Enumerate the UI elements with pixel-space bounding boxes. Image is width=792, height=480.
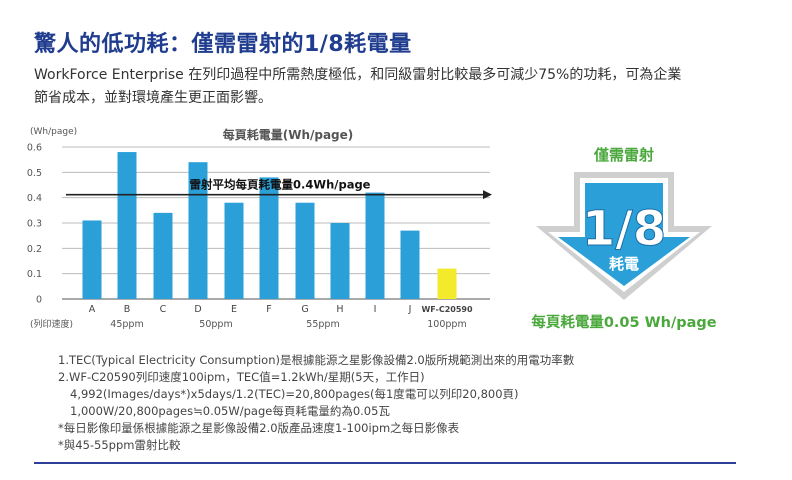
speed-label: 50ppm	[199, 319, 232, 330]
callout-sub: 耗電	[609, 255, 639, 273]
bar-e	[224, 202, 244, 299]
bar-c	[153, 212, 173, 299]
x-tick-label: C	[160, 304, 167, 315]
y-tick-label: 0	[36, 295, 42, 306]
y-axis-label: (Wh/page)	[30, 127, 77, 137]
bar-h	[330, 223, 350, 299]
x-tick-label: F	[266, 304, 271, 315]
x-tick-label: J	[408, 304, 412, 315]
bar-wf-c20590	[437, 268, 457, 299]
reference-arrow	[483, 190, 492, 200]
footnote-compare: *與45-55ppm雷射比較	[58, 438, 181, 452]
down-arrow-fill	[558, 183, 690, 286]
footnote-daily-images: *每日影像印量係根據能源之星影像設備2.0版產品速度1-100ipm之每日影像表	[58, 421, 460, 435]
speed-label: 100ppm	[427, 319, 466, 330]
bar-i	[365, 192, 385, 299]
x-tick-label: WF-C20590	[421, 305, 473, 314]
bar-f	[259, 177, 279, 299]
footnote-calc-watts: 1,000W/20,800pages≒0.05W/page每頁耗電量約為0.05…	[70, 404, 390, 418]
bar-b	[117, 152, 137, 299]
footnote-wf-speed: 2.WF-C20590列印速度100ipm，TEC值=1.2kWh/星期(5天，…	[58, 370, 425, 384]
x-tick-label: I	[374, 304, 377, 315]
x-tick-label: A	[89, 304, 96, 315]
callout-heading: 僅需雷射	[593, 146, 654, 164]
y-tick-label: 0.2	[27, 244, 42, 255]
x-tick-label: B	[124, 304, 131, 315]
intro-text: WorkForce Enterprise 在列印過程中所需熱度極低，和同級雷射比…	[34, 67, 682, 106]
page-title: 驚人的低功耗：僅需雷射的1/8耗電量	[34, 32, 412, 57]
y-tick-label: 0.1	[27, 269, 42, 280]
x-axis-label: (列印速度)	[30, 318, 73, 330]
bar-a	[82, 220, 102, 299]
footnote-calc-pages: 4,992(Images/days*)x5days/1.2(TEC)=20,80…	[70, 387, 519, 401]
footnote-tec: 1.TEC(Typical Electricity Consumption)是根…	[58, 353, 575, 367]
reference-line-label: 雷射平均每頁耗電量0.4Wh/page	[190, 178, 371, 192]
chart-title: 每頁耗電量(Wh/page)	[223, 127, 354, 142]
speed-label: 45ppm	[110, 319, 143, 330]
x-tick-label: G	[301, 304, 308, 315]
speed-label: 55ppm	[306, 319, 339, 330]
footnotes: 1.TEC(Typical Electricity Consumption)是根…	[58, 352, 738, 454]
callout-fraction: 1/8	[582, 201, 666, 257]
y-tick-label: 0.4	[27, 193, 42, 204]
x-tick-label: D	[194, 304, 201, 315]
x-tick-label: H	[336, 304, 343, 315]
x-tick-label: E	[231, 304, 237, 315]
bar-d	[188, 162, 208, 299]
power-consumption-chart: (Wh/page) 每頁耗電量(Wh/page) 0 0.1 0.2 0.3 0.4 0.5 0…	[27, 127, 717, 331]
bar-g	[295, 202, 315, 299]
y-tick-label: 0.3	[27, 219, 42, 230]
y-tick-label: 0.5	[27, 168, 42, 179]
callout-footer: 每頁耗電量0.05 Wh/page	[531, 313, 716, 331]
bottom-divider	[34, 462, 736, 464]
y-tick-label: 0.6	[27, 143, 42, 154]
bar-j	[400, 230, 420, 299]
